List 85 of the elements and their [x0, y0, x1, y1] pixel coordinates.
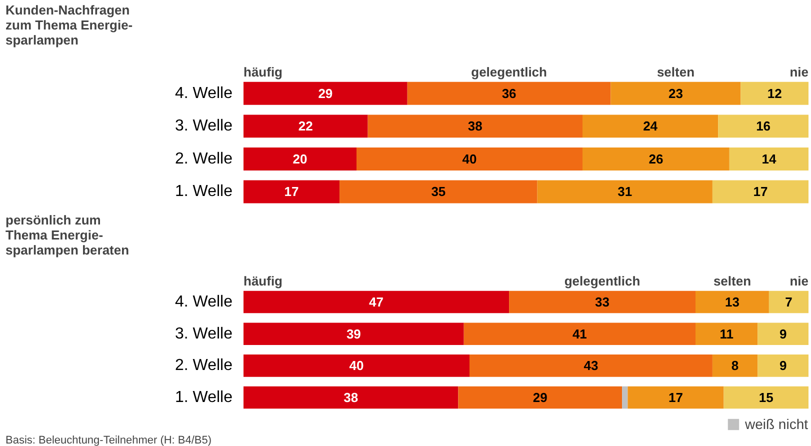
data-label: 8	[731, 358, 739, 374]
bar	[537, 180, 712, 204]
bar	[712, 180, 808, 204]
series-label: nie	[790, 274, 809, 289]
bar	[356, 147, 582, 170]
data-label: 47	[369, 294, 384, 310]
data-label: 38	[344, 390, 358, 405]
bar	[407, 82, 611, 105]
text: Basis: Beleuchtung-Teilnehmer (H: B4/B5)	[6, 434, 212, 446]
data-label: 33	[595, 294, 610, 310]
data-label: 7	[785, 294, 792, 310]
data-label: 14	[762, 151, 777, 166]
y-tick-label: 2. Welle	[174, 357, 233, 374]
series-label: selten	[713, 274, 752, 289]
bar	[582, 114, 718, 138]
bar	[610, 82, 741, 105]
bar	[740, 82, 808, 105]
bar	[729, 147, 808, 170]
bar	[724, 386, 808, 409]
bar	[582, 147, 730, 170]
y-tick-label: 2. Welle	[174, 150, 233, 168]
bar	[470, 354, 712, 377]
data-label: 29	[318, 86, 333, 101]
bar	[768, 290, 808, 314]
text: persönlich zum Thema Energie- sparlampen beraten	[6, 212, 130, 258]
data-label: 17	[753, 184, 768, 200]
y-tick-label: 4. Welle	[174, 294, 233, 311]
bar	[758, 354, 808, 377]
y-tick-label: 3. Welle	[174, 118, 233, 135]
bar	[244, 290, 510, 314]
bar	[340, 180, 538, 204]
data-label: 13	[724, 294, 740, 310]
data-label: 39	[346, 326, 361, 342]
bar	[458, 386, 622, 409]
series-label: selten	[656, 64, 695, 80]
data-label: 31	[618, 184, 632, 200]
bar	[244, 114, 368, 138]
bar	[244, 386, 458, 409]
series-label: nie	[790, 64, 809, 80]
data-label: 26	[648, 151, 664, 166]
y-tick-label: 1. Welle	[174, 183, 233, 200]
data-label: 43	[584, 358, 598, 374]
y-tick-label: 3. Welle	[174, 325, 233, 342]
data-label: 40	[349, 358, 364, 374]
y-tick-label: 1. Welle	[174, 389, 233, 406]
y-tick-label: 4. Welle	[174, 84, 233, 102]
bar	[758, 322, 808, 345]
bar	[368, 114, 582, 138]
bar	[244, 322, 464, 345]
bar	[244, 180, 340, 204]
bar	[712, 354, 758, 377]
series-label: häufig	[244, 64, 283, 80]
data-label: 9	[779, 326, 787, 342]
bar	[244, 354, 470, 377]
bar	[622, 386, 628, 409]
bar	[696, 322, 758, 345]
series-label: gelegentlich	[564, 274, 640, 289]
bar	[244, 82, 408, 105]
series-label: gelegentlich	[471, 64, 548, 80]
bar	[464, 322, 696, 345]
data-label: 11	[720, 326, 734, 342]
data-label: 35	[431, 184, 446, 200]
data-label: 29	[532, 390, 548, 405]
data-label: 12	[767, 86, 782, 101]
text: Kunden-Nachfragen zum Thema Energie- sparlampen	[6, 2, 133, 48]
legend-label: weiß nicht	[744, 416, 808, 432]
data-label: 40	[462, 151, 477, 166]
data-label: 24	[643, 118, 658, 134]
bar	[244, 147, 356, 170]
data-label: 38	[468, 118, 482, 134]
data-label: 22	[298, 118, 313, 134]
bar	[628, 386, 724, 409]
data-label: 20	[292, 151, 308, 166]
data-label: 16	[756, 118, 771, 134]
data-label: 17	[668, 390, 683, 405]
data-label: 36	[502, 86, 516, 101]
bar	[696, 290, 769, 314]
data-label: 15	[758, 390, 774, 405]
data-label: 23	[668, 86, 683, 101]
bar	[509, 290, 696, 314]
bar	[718, 114, 808, 138]
data-label: 9	[779, 358, 787, 374]
data-label: 41	[572, 326, 587, 342]
data-label: 17	[284, 184, 299, 200]
series-label: häufig	[244, 274, 283, 289]
